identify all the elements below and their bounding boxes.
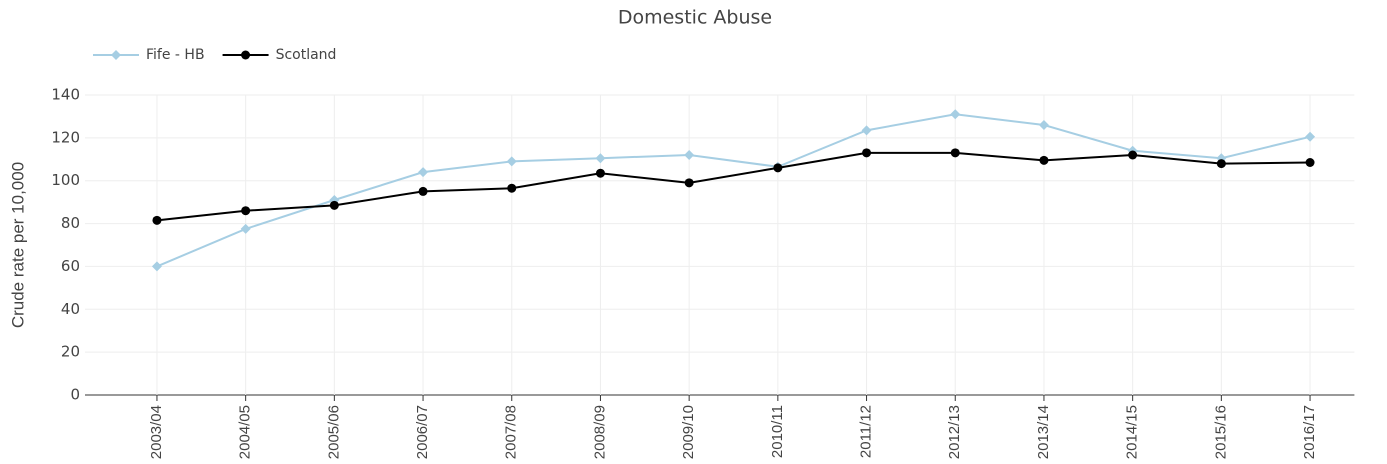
x-tick-label: 2016/17	[1301, 405, 1318, 459]
chart-title: Domestic Abuse	[618, 7, 772, 29]
x-tick-label: 2011/12	[858, 405, 875, 458]
y-tick-label: 140	[51, 86, 80, 104]
y-tick-label: 20	[61, 343, 80, 361]
point	[1128, 150, 1138, 160]
point	[950, 109, 961, 120]
y-tick-label: 120	[51, 128, 80, 146]
x-tick-label: 2003/04	[148, 405, 165, 459]
y-tick-label: 0	[70, 386, 80, 404]
x-tick-label: 2010/11	[769, 405, 786, 458]
x-tick-label: 2012/13	[946, 405, 963, 459]
x-tick-label: 2015/16	[1212, 405, 1229, 459]
point	[506, 156, 517, 167]
point	[418, 186, 428, 196]
point	[1305, 158, 1315, 167]
point	[950, 148, 960, 158]
point	[151, 261, 162, 272]
x-tick-label: 2007/08	[503, 405, 520, 459]
y-axis-label: Crude rate per 10,000	[8, 162, 27, 328]
legend-item: Scotland	[222, 47, 337, 63]
legend-label: Scotland	[276, 47, 337, 63]
point	[241, 206, 251, 216]
point	[418, 167, 429, 178]
legend-marker	[111, 50, 121, 60]
legend-item: Fife - HB	[93, 47, 205, 63]
point	[684, 150, 695, 160]
point	[240, 223, 251, 234]
point	[329, 200, 339, 210]
point	[684, 178, 694, 188]
y-tick-label: 100	[51, 171, 80, 189]
y-tick-label: 40	[61, 300, 80, 318]
x-tick-label: 2008/09	[591, 405, 608, 459]
series-line	[156, 113, 1311, 268]
x-tick-label: 2004/05	[237, 405, 254, 459]
series-line	[156, 151, 1311, 222]
point	[773, 163, 783, 173]
x-tick-label: 2006/07	[414, 405, 431, 459]
legend-marker	[241, 50, 251, 60]
x-tick-label: 2013/14	[1035, 405, 1052, 459]
x-tick-label: 2005/06	[325, 405, 342, 459]
point	[862, 148, 872, 158]
point	[1038, 120, 1049, 130]
point	[595, 153, 606, 164]
point	[861, 125, 872, 136]
point	[1216, 159, 1226, 169]
y-tick-label: 60	[61, 257, 80, 275]
x-tick-label: 2009/10	[680, 405, 697, 459]
y-tick-label: 80	[61, 214, 80, 232]
point	[595, 168, 605, 178]
point	[1305, 131, 1316, 142]
point	[152, 215, 162, 225]
x-tick-label: 2014/15	[1124, 405, 1141, 459]
point	[507, 183, 517, 193]
point	[1039, 155, 1049, 165]
legend-label: Fife - HB	[146, 47, 205, 63]
